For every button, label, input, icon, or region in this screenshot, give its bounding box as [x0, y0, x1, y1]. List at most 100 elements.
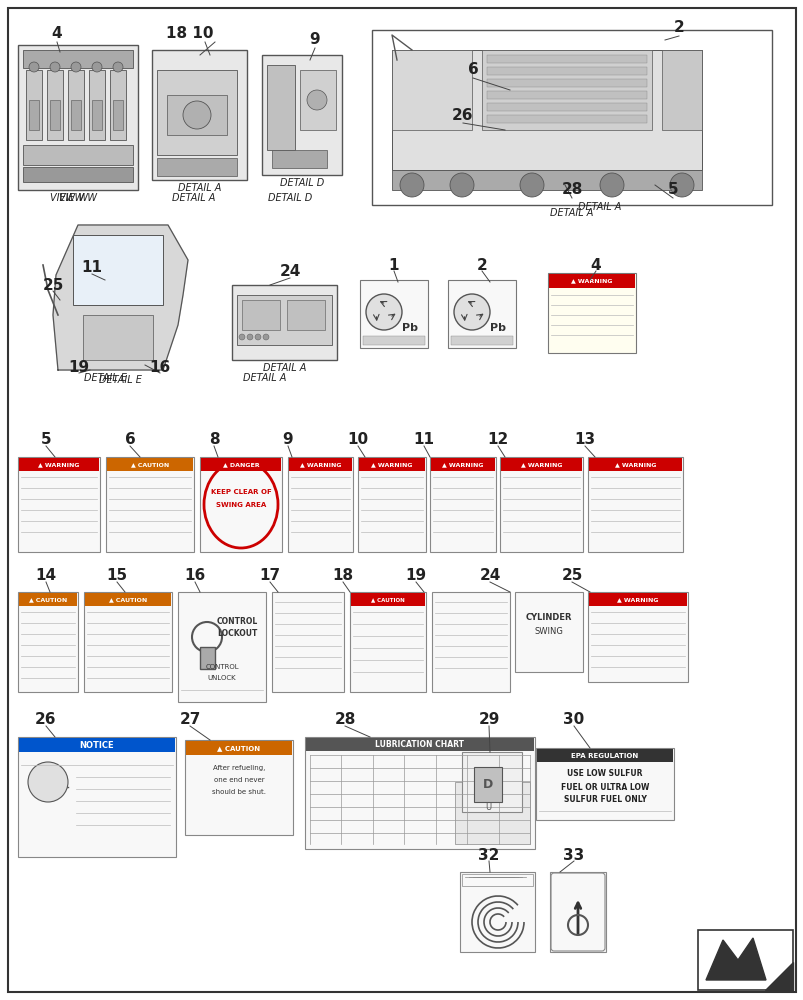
- Polygon shape: [705, 938, 765, 980]
- Bar: [85, 593, 171, 606]
- Bar: [454, 782, 529, 844]
- Bar: [18, 457, 100, 552]
- Bar: [23, 167, 132, 182]
- Text: FUEL OR ULTRA LOW: FUEL OR ULTRA LOW: [560, 782, 648, 792]
- Bar: [548, 273, 635, 353]
- Bar: [349, 592, 426, 692]
- Text: VIEW W: VIEW W: [59, 193, 97, 203]
- Text: 15: 15: [106, 568, 128, 584]
- Bar: [548, 274, 634, 288]
- Text: LUBRICATION CHART: LUBRICATION CHART: [375, 740, 464, 749]
- Bar: [107, 458, 193, 471]
- Bar: [359, 458, 425, 471]
- Bar: [157, 70, 237, 155]
- Text: SWING: SWING: [534, 628, 563, 637]
- Bar: [392, 50, 701, 170]
- Circle shape: [28, 762, 68, 802]
- Bar: [18, 45, 138, 190]
- Text: 29: 29: [478, 712, 499, 728]
- Bar: [462, 874, 532, 886]
- Circle shape: [113, 62, 123, 72]
- Text: Pb: Pb: [402, 323, 418, 333]
- Bar: [28, 215, 213, 375]
- Text: ▲ CAUTION: ▲ CAUTION: [29, 597, 67, 602]
- Bar: [84, 592, 172, 692]
- Text: 18 10: 18 10: [166, 25, 214, 40]
- Text: 10: 10: [347, 432, 368, 448]
- Text: DETAIL E: DETAIL E: [84, 373, 126, 383]
- Text: 32: 32: [478, 848, 499, 862]
- Text: SWING AREA: SWING AREA: [216, 502, 266, 508]
- Bar: [237, 295, 332, 345]
- Text: 19: 19: [68, 360, 89, 374]
- Bar: [19, 593, 77, 606]
- Bar: [304, 737, 534, 849]
- Circle shape: [92, 62, 102, 72]
- Bar: [351, 593, 425, 606]
- Text: 1: 1: [389, 257, 399, 272]
- Text: ▲ WARNING: ▲ WARNING: [300, 462, 340, 467]
- Bar: [50, 100, 60, 130]
- Text: DETAIL A: DETAIL A: [577, 202, 621, 212]
- Bar: [177, 592, 266, 702]
- Bar: [487, 115, 646, 123]
- Text: DETAIL A: DETAIL A: [243, 373, 287, 383]
- Text: NOTICE: NOTICE: [79, 740, 114, 750]
- Polygon shape: [53, 225, 188, 370]
- Bar: [68, 70, 84, 140]
- Text: DETAIL A: DETAIL A: [177, 183, 221, 193]
- Text: 24: 24: [479, 568, 500, 584]
- Text: 11: 11: [81, 260, 102, 275]
- Text: one end never: one end never: [214, 777, 264, 783]
- Text: ▲ WARNING: ▲ WARNING: [442, 462, 483, 467]
- Bar: [157, 158, 237, 176]
- Text: USE LOW SULFUR: USE LOW SULFUR: [567, 770, 642, 778]
- Circle shape: [307, 90, 327, 110]
- Text: 18: 18: [332, 568, 353, 584]
- Bar: [152, 50, 247, 180]
- Text: 26: 26: [35, 712, 57, 728]
- Circle shape: [247, 334, 253, 340]
- Text: 4: 4: [51, 25, 63, 40]
- Bar: [357, 457, 426, 552]
- Bar: [73, 235, 163, 305]
- Text: 25: 25: [560, 568, 582, 584]
- Bar: [287, 457, 353, 552]
- Bar: [262, 55, 341, 175]
- Text: 19: 19: [405, 568, 426, 584]
- Bar: [450, 336, 512, 345]
- Bar: [587, 592, 687, 682]
- Circle shape: [50, 62, 60, 72]
- Text: 4: 4: [590, 257, 601, 272]
- Bar: [19, 738, 175, 752]
- Bar: [287, 300, 324, 330]
- Bar: [242, 300, 279, 330]
- Bar: [487, 67, 646, 75]
- Text: 27: 27: [179, 712, 201, 728]
- Text: 28: 28: [334, 712, 355, 728]
- Bar: [288, 458, 352, 471]
- Bar: [589, 593, 686, 606]
- Bar: [462, 752, 521, 812]
- Text: CONTROL: CONTROL: [205, 664, 238, 670]
- Bar: [515, 592, 582, 672]
- Text: 24: 24: [279, 264, 300, 279]
- Circle shape: [71, 62, 81, 72]
- Text: DETAIL D: DETAIL D: [267, 193, 312, 203]
- Bar: [23, 145, 132, 165]
- Text: After refueling,: After refueling,: [213, 765, 265, 771]
- Bar: [459, 872, 534, 952]
- Polygon shape: [764, 962, 792, 990]
- Bar: [26, 70, 42, 140]
- Circle shape: [599, 173, 623, 197]
- Bar: [29, 100, 39, 130]
- Circle shape: [450, 173, 474, 197]
- Text: 9: 9: [309, 32, 320, 47]
- Text: DETAIL D: DETAIL D: [279, 178, 324, 188]
- Text: KEEP CLEAR OF: KEEP CLEAR OF: [210, 489, 271, 495]
- Bar: [431, 592, 509, 692]
- Bar: [271, 150, 327, 168]
- Text: 11: 11: [413, 432, 434, 448]
- Bar: [83, 315, 153, 360]
- Bar: [474, 767, 501, 802]
